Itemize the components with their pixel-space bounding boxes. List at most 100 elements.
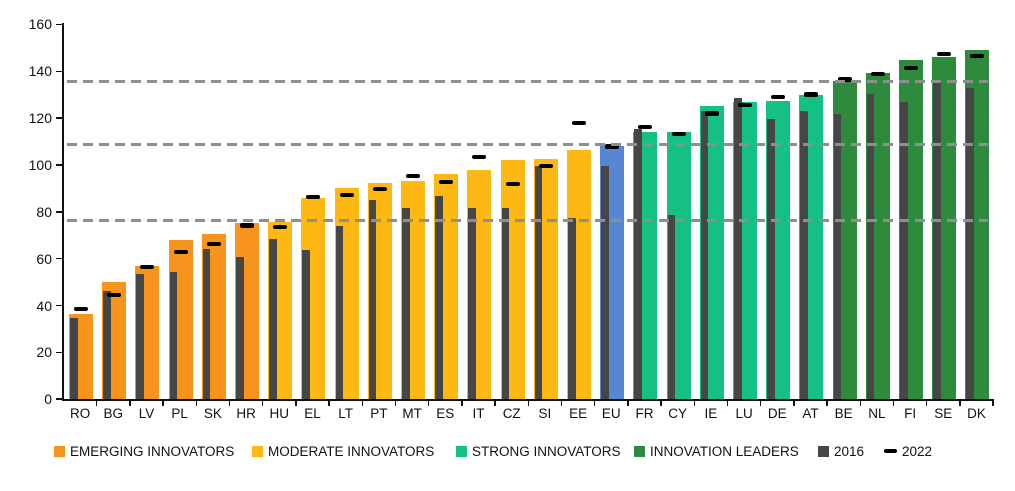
marker-2022-LU (738, 102, 752, 107)
x-label-SK: SK (203, 406, 222, 421)
marker-2022-EE (572, 120, 586, 125)
bar-2016-NL (866, 93, 875, 400)
x-label-IT: IT (472, 406, 485, 421)
y-axis-label: 80 (36, 203, 52, 220)
x-label-EL: EL (304, 406, 321, 421)
x-label-SE: SE (934, 406, 953, 421)
marker-2022-LV (140, 264, 155, 269)
marker-2022-AT (804, 92, 819, 97)
marker-2022-BE (837, 77, 852, 82)
y-tick (55, 117, 63, 119)
x-label-EU: EU (601, 406, 621, 421)
legend-item-emerging: EMERGING INNOVATORS (54, 441, 234, 461)
marker-2022-BG (107, 293, 122, 298)
y-axis-label: 140 (28, 63, 52, 80)
bar-2016-SE (933, 82, 941, 400)
x-tick (627, 399, 629, 406)
bar-2016-DE (767, 118, 775, 400)
bar-2016-LV (136, 273, 144, 400)
marker-2022-PT (372, 186, 387, 191)
x-tick (793, 399, 795, 406)
bar-2016-FI (900, 102, 908, 400)
legend-label: EMERGING INNOVATORS (70, 443, 235, 459)
y-axis-label: 160 (28, 16, 52, 33)
bar-2016-IE (700, 110, 709, 400)
x-label-PL: PL (171, 406, 188, 421)
bar-2016-IT (468, 207, 476, 400)
x-tick (494, 399, 496, 406)
x-tick (527, 399, 530, 406)
x-tick (959, 399, 961, 406)
marker-2022-LT (339, 193, 354, 198)
y-tick (55, 211, 63, 213)
bar-2016-PL (169, 272, 178, 400)
bar-2016-CZ (501, 208, 510, 400)
y-axis-label: 0 (44, 391, 52, 408)
y-tick (55, 23, 63, 26)
x-label-CZ: CZ (502, 406, 521, 421)
x-label-AT: AT (802, 406, 819, 421)
x-label-DE: DE (767, 406, 787, 421)
x-tick (162, 399, 164, 406)
x-label-BG: BG (103, 406, 124, 421)
bar-2016-BG (103, 291, 111, 400)
y-axis-label: 120 (28, 110, 52, 127)
legend-item-2022: 2022 (884, 441, 932, 461)
x-label-LT: LT (338, 406, 354, 421)
x-label-HU: HU (269, 406, 290, 421)
legend-item-2016: 2016 (818, 441, 864, 461)
bar-2016-HR (236, 257, 244, 400)
marker-2022-ES (439, 180, 454, 185)
marker-2022-EL (306, 194, 321, 199)
bar-2016-MT (402, 207, 410, 400)
legend-label: MODERATE INNOVATORS (268, 443, 435, 459)
x-tick (261, 399, 264, 406)
marker-2022-EU (605, 144, 620, 149)
bar-2016-ES (435, 196, 443, 400)
marker-2022-SE (937, 51, 952, 57)
marker-2022-HU (273, 224, 288, 230)
marker-2022-CY (671, 131, 686, 137)
moderate-swatch-icon (252, 445, 263, 457)
x-label-EE: EE (569, 406, 588, 421)
x-label-RO: RO (69, 406, 91, 421)
marker-2022-FI (904, 65, 918, 71)
emerging-swatch-icon (54, 445, 65, 457)
x-label-FR: FR (635, 406, 654, 421)
legend-item-leaders: INNOVATION LEADERS (634, 441, 799, 461)
bar-2016-FR (634, 128, 642, 400)
legend: EMERGING INNOVATORS MODERATE INNOVATORS … (0, 441, 1015, 465)
bar-2016-PT (368, 200, 377, 400)
bar-2016-EU (601, 166, 609, 400)
bar-2016-LT (335, 225, 344, 400)
x-tick (295, 399, 297, 406)
y-tick (55, 257, 63, 260)
legend-item-moderate: MODERATE INNOVATORS (252, 441, 434, 461)
x-tick (925, 399, 928, 406)
legend-item-strong: STRONG INNOVATORS (456, 441, 621, 461)
year-2016-swatch-icon (818, 445, 829, 457)
marker-2022-IT (472, 154, 487, 160)
bar-2016-EE (568, 217, 576, 400)
marker-2022-NL (870, 71, 885, 76)
legend-label: INNOVATION LEADERS (650, 443, 799, 459)
y-axis-label: 100 (28, 157, 52, 173)
bar-2016-DK (966, 88, 974, 400)
y-tick (55, 304, 63, 307)
legend-label: 2016 (834, 443, 865, 459)
threshold-line (67, 143, 988, 147)
x-label-FI: FI (904, 406, 917, 421)
x-axis-line (62, 399, 993, 401)
y-tick (55, 398, 63, 400)
x-label-CY: CY (668, 406, 688, 421)
y-axis-label: 60 (36, 250, 52, 267)
x-tick (693, 399, 696, 406)
x-tick (129, 399, 131, 406)
leaders-swatch-icon (634, 445, 645, 457)
strong-swatch-icon (456, 445, 467, 457)
marker-2022-DE (771, 95, 786, 100)
bar-2016-CY (667, 215, 676, 400)
marker-2022-MT (406, 174, 420, 179)
bar-2016-LU (734, 97, 742, 400)
